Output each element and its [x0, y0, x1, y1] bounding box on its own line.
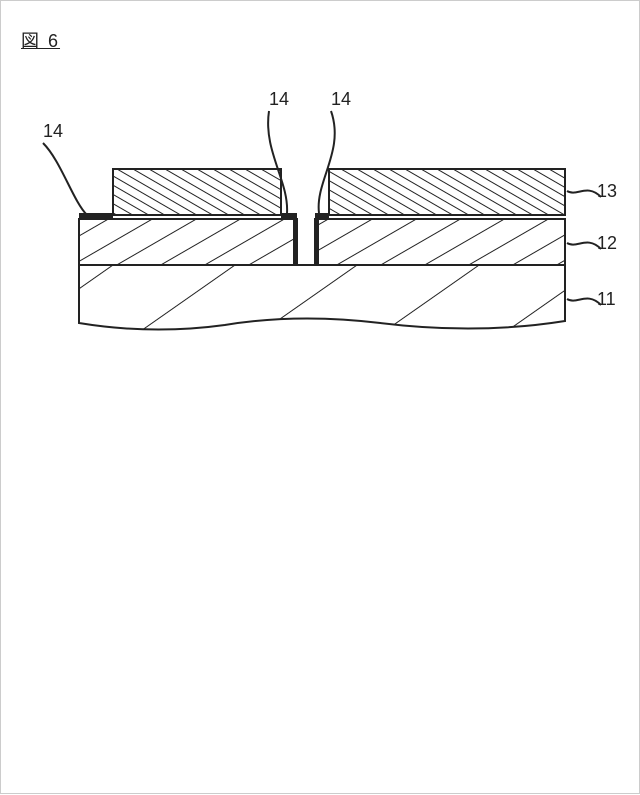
- callout-leader: [43, 143, 87, 215]
- callout-ref-14: 14: [43, 121, 63, 141]
- layer-11: [79, 265, 565, 347]
- callout-ref-14: 14: [269, 89, 289, 109]
- page: 図 6 141414131211: [0, 0, 640, 794]
- layer-14: [315, 213, 319, 265]
- layer-13: [329, 169, 565, 215]
- callout-ref-12: 12: [597, 233, 617, 253]
- layer-13: [113, 169, 281, 215]
- callout-ref-13: 13: [597, 181, 617, 201]
- callout-ref-11: 11: [597, 289, 616, 309]
- layer-14: [293, 213, 297, 265]
- callout-ref-14: 14: [331, 89, 351, 109]
- layer-12: [315, 219, 565, 265]
- diagram-svg: 14 14 14 13 12 11: [1, 1, 640, 795]
- layer-14: [315, 213, 329, 219]
- layer-12: [79, 219, 297, 265]
- callout-leader: [567, 243, 601, 249]
- callout-leader: [567, 299, 601, 305]
- callout-leader: [567, 191, 601, 197]
- layer-14: [79, 213, 113, 219]
